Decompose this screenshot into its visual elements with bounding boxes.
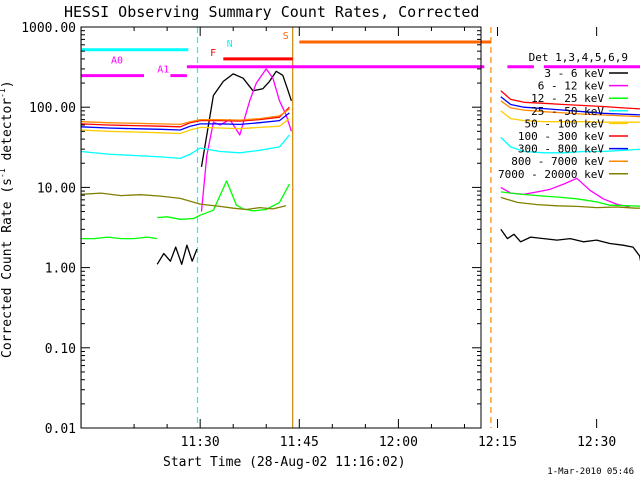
y-axis: 1000.00 100.00 10.00 1.00 0.10 0.01 xyxy=(21,21,481,437)
series-line xyxy=(500,136,640,154)
state-bar-label: F xyxy=(210,48,216,59)
y-axis-label-superscript: -1 xyxy=(0,168,7,178)
chart-title: HESSI Observing Summary Count Rates, Cor… xyxy=(64,3,479,21)
series-line xyxy=(81,236,158,240)
y-axis-label-part: detector xyxy=(0,98,15,169)
series-line xyxy=(81,118,290,135)
state-bar-label: S xyxy=(283,31,289,42)
state-bars: N S F A0 A1 xyxy=(81,31,640,78)
x-tick-label: 11:45 xyxy=(280,435,319,450)
y-axis-label-superscript: -1 xyxy=(0,88,7,98)
series-line xyxy=(200,68,293,212)
legend-entry-label: 3 - 6 keV xyxy=(544,67,604,80)
y-tick-label: 0.10 xyxy=(45,342,76,357)
series-line xyxy=(81,192,287,211)
series-line xyxy=(500,90,640,110)
series-line xyxy=(500,110,640,123)
legend-entry-label: 800 - 7000 keV xyxy=(511,155,604,168)
series-line xyxy=(500,96,640,116)
legend-entry-label: 300 - 800 keV xyxy=(518,143,604,156)
y-axis-label-text: Corrected Count Rate (s-1 detector-1) xyxy=(0,80,15,358)
legend-entry-label: 6 - 12 keV xyxy=(538,80,605,93)
x-tick-label: 11:30 xyxy=(181,435,220,450)
legend-entry-label: 25 - 50 keV xyxy=(531,105,604,118)
legend-header: Det 1,3,4,5,6,9 xyxy=(529,51,628,64)
state-bar-label: A1 xyxy=(157,65,169,76)
series-line xyxy=(81,134,290,160)
y-tick-label: 1000.00 xyxy=(21,21,76,36)
y-axis-label-part: Corrected Count Rate (s xyxy=(0,178,15,358)
x-axis-label: Start Time (28-Aug-02 11:16:02) xyxy=(163,455,406,470)
y-tick-label: 100.00 xyxy=(29,101,76,116)
series-line xyxy=(81,106,290,128)
x-tick-label: 12:30 xyxy=(577,435,616,450)
plot-frame xyxy=(80,26,482,429)
series-line xyxy=(81,112,290,131)
y-tick-label: 0.01 xyxy=(45,422,76,437)
x-tick-label: 12:15 xyxy=(478,435,517,450)
series-line xyxy=(500,228,640,262)
y-axis-label: Corrected Count Rate (s-1 detector-1) xyxy=(0,80,15,358)
series-lines xyxy=(81,68,640,265)
y-tick-label: 10.00 xyxy=(37,181,76,196)
series-line xyxy=(500,100,640,118)
state-bar-label: A0 xyxy=(111,56,123,67)
y-tick-label: 1.00 xyxy=(45,262,76,277)
series-line xyxy=(81,108,290,126)
legend-entry-label: 7000 - 20000 keV xyxy=(498,168,604,181)
legend-entry-label: 100 - 300 keV xyxy=(518,130,604,143)
state-bar-label: N xyxy=(227,39,233,50)
series-line xyxy=(157,180,290,220)
y-axis-label-part: ) xyxy=(0,80,15,88)
x-tick-label: 12:00 xyxy=(379,435,418,450)
footer-timestamp: 1-Mar-2010 05:46 xyxy=(547,467,634,477)
series-line xyxy=(500,196,640,209)
series-line xyxy=(500,191,640,207)
legend-entry-label: 12 - 25 keV xyxy=(531,92,604,105)
series-line xyxy=(156,244,198,265)
legend-entry-label: 50 - 100 keV xyxy=(525,117,605,130)
